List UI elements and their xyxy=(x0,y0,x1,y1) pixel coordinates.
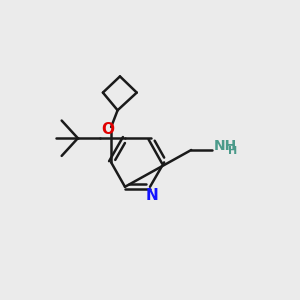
Text: N: N xyxy=(146,188,159,203)
Text: O: O xyxy=(101,122,114,137)
Text: H: H xyxy=(228,146,237,157)
Text: NH: NH xyxy=(213,140,237,154)
